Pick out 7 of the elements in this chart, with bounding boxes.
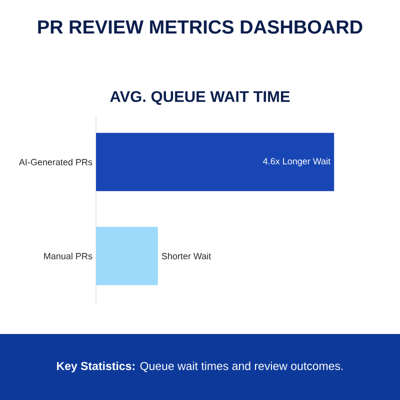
text: Key Statistics: Queue wait times and review outcomes. — [57, 362, 343, 372]
annotation: Shorter Wait — [162, 252, 212, 260]
chart-subtitle: AVG. QUEUE WAIT TIME — [110, 91, 290, 105]
y-tick-label: AI-Generated PRs — [18, 158, 92, 166]
annotation: 4.6x Longer Wait — [263, 158, 330, 166]
y-tick-label: Manual PRs — [44, 252, 92, 260]
chart-title: PR REVIEW METRICS DASHBOARD — [38, 20, 362, 34]
